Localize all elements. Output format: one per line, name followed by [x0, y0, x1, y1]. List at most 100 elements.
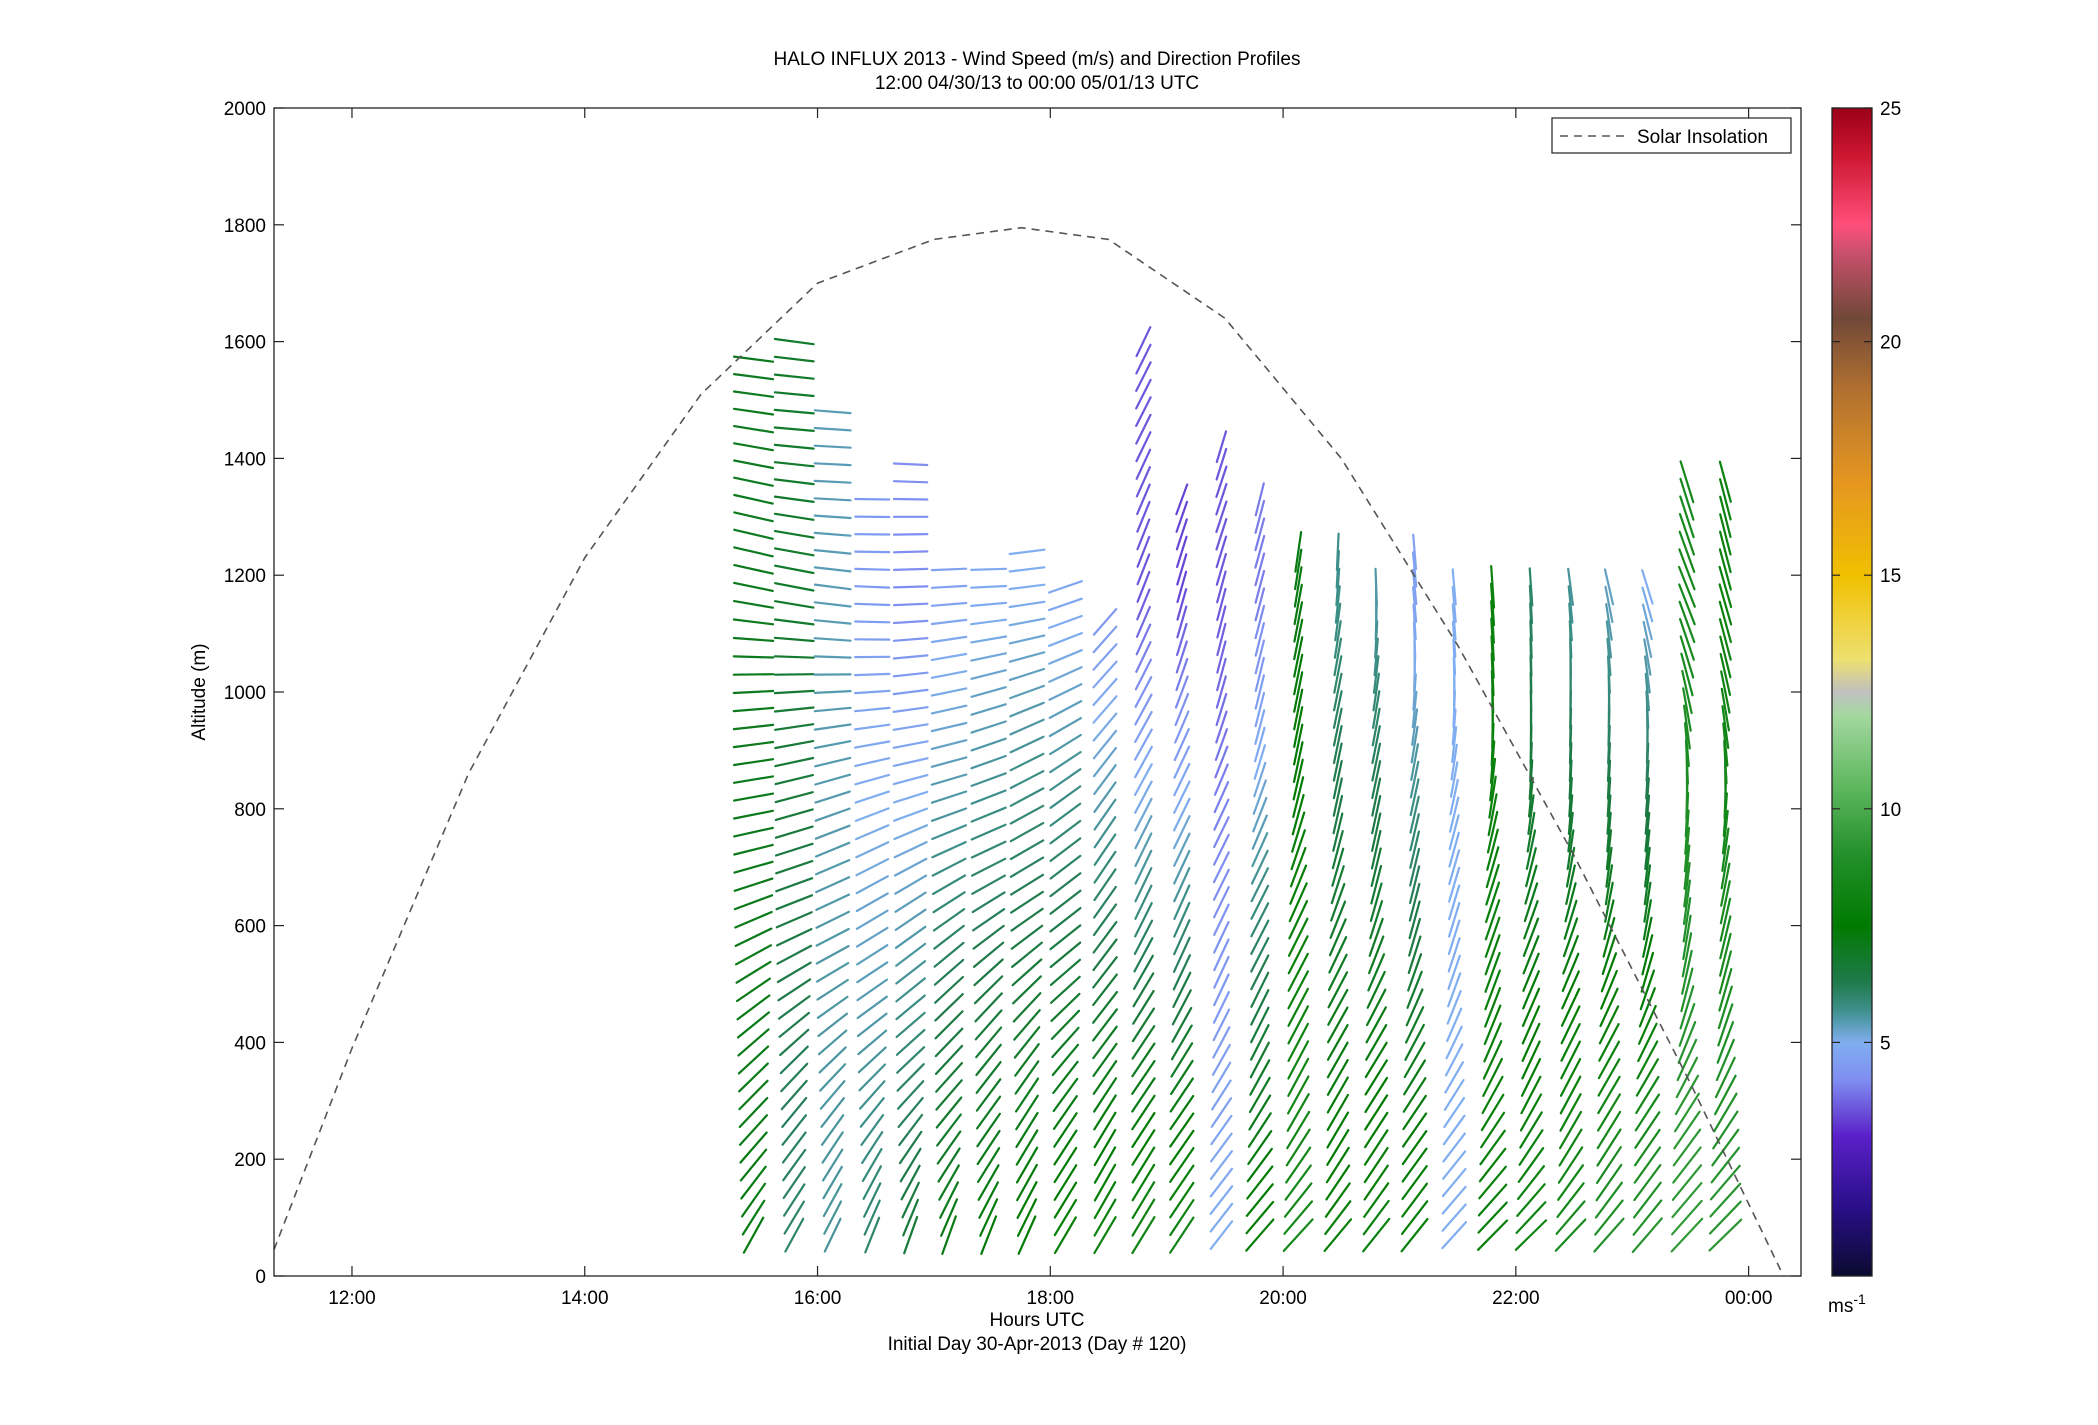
wind-vector [970, 618, 1008, 626]
wind-vector [855, 858, 890, 877]
wind-vector [773, 337, 815, 346]
wind-vector [1644, 811, 1651, 853]
wind-vector [1722, 722, 1729, 767]
wind-vector [1245, 1183, 1274, 1217]
wind-vector [1254, 517, 1266, 552]
wind-vector [892, 532, 929, 536]
wind-vector [1047, 614, 1083, 630]
wind-vector [1293, 706, 1304, 749]
wind-vector [1411, 586, 1418, 623]
wind-vector [893, 824, 929, 841]
wind-vector [1489, 757, 1497, 802]
wind-vector [1597, 1058, 1621, 1097]
wind-vector [1051, 1043, 1080, 1077]
wind-vector [1606, 811, 1612, 853]
wind-vector [1049, 958, 1082, 987]
wind-vector [1215, 517, 1228, 551]
wind-vector [1490, 564, 1496, 609]
wind-vector [1135, 343, 1152, 375]
wind-vector [970, 652, 1008, 662]
wind-vector [1484, 881, 1501, 924]
wind-vector [813, 723, 852, 731]
wind-vector [1484, 986, 1502, 1028]
wind-vector [1136, 553, 1151, 586]
wind-vector [1332, 777, 1343, 817]
wind-vector [1285, 1146, 1312, 1184]
wind-vector [733, 459, 775, 470]
wind-vector [1718, 583, 1733, 626]
wind-vector [1713, 1092, 1738, 1133]
wind-vector [1324, 1182, 1351, 1218]
wind-vector [773, 512, 815, 521]
wind-vector [1567, 811, 1574, 853]
wind-vector [1332, 742, 1343, 782]
wind-vector [857, 1029, 888, 1056]
wind-vector [1134, 710, 1153, 744]
wind-vector [1411, 690, 1418, 729]
wind-vector [1253, 761, 1267, 798]
wind-vector [1516, 1165, 1546, 1201]
wind-vector [1212, 990, 1230, 1024]
wind-vector [1403, 1041, 1426, 1079]
wind-vector [1637, 1004, 1657, 1045]
wind-vector [1014, 1077, 1040, 1113]
wind-vector [935, 1096, 963, 1129]
wind-vector [939, 1181, 960, 1219]
wind-vector [814, 756, 852, 768]
x-tick-label: 14:00 [561, 1288, 609, 1309]
wind-vector [1679, 477, 1695, 521]
wind-vector [1365, 988, 1387, 1027]
wind-vector [1371, 760, 1382, 800]
wind-vector [1638, 987, 1656, 1028]
wind-vector [1682, 897, 1692, 943]
wind-vector [1049, 941, 1082, 969]
wind-vector [1048, 716, 1083, 738]
wind-vector [1171, 1006, 1193, 1043]
wind-vector [1132, 989, 1155, 1025]
wind-vector [732, 775, 775, 784]
wind-vector [1527, 794, 1535, 836]
wind-vector [1053, 1164, 1078, 1201]
wind-vector [1718, 530, 1732, 574]
wind-vector [892, 723, 929, 731]
wind-vector [980, 1215, 998, 1256]
wind-vector [1213, 816, 1230, 849]
wind-vector [901, 1181, 920, 1219]
wind-vector [1633, 1146, 1662, 1184]
wind-vector [1596, 1110, 1622, 1150]
wind-vector [1053, 1146, 1078, 1184]
wind-vector [1131, 1216, 1156, 1255]
wind-vector [1332, 794, 1344, 835]
wind-vector [773, 655, 815, 659]
wind-vector [1633, 1128, 1661, 1167]
wind-vector [1632, 1181, 1662, 1219]
wind-vector [1599, 987, 1619, 1028]
wind-vector [1720, 844, 1731, 890]
wind-vector [1134, 676, 1153, 708]
wind-vector [1409, 778, 1420, 817]
wind-vector [813, 583, 852, 591]
wind-vector [1709, 1182, 1742, 1218]
wind-vector [1287, 987, 1310, 1027]
wind-vector [1333, 637, 1343, 677]
wind-vector [1442, 1114, 1466, 1146]
wind-vector [782, 1166, 806, 1200]
wind-vector [1479, 1129, 1506, 1166]
wind-vector [1250, 1006, 1270, 1044]
wind-vector [776, 961, 812, 984]
wind-vector [1715, 1038, 1735, 1082]
wind-vector [1683, 861, 1691, 908]
wind-vector [1444, 1043, 1464, 1077]
wind-vector [1364, 1059, 1388, 1096]
wind-vector [1286, 1093, 1310, 1132]
wind-vector [1015, 1094, 1039, 1131]
wind-vector [1092, 990, 1119, 1024]
wind-vector [892, 654, 929, 660]
y-tick-label: 1400 [224, 449, 266, 470]
wind-vector [1408, 917, 1422, 957]
wind-vector [934, 1010, 964, 1040]
wind-vector [1325, 1164, 1351, 1201]
wind-vector [1370, 847, 1382, 888]
wind-vector [1632, 1199, 1663, 1236]
wind-vector [1013, 1026, 1041, 1059]
